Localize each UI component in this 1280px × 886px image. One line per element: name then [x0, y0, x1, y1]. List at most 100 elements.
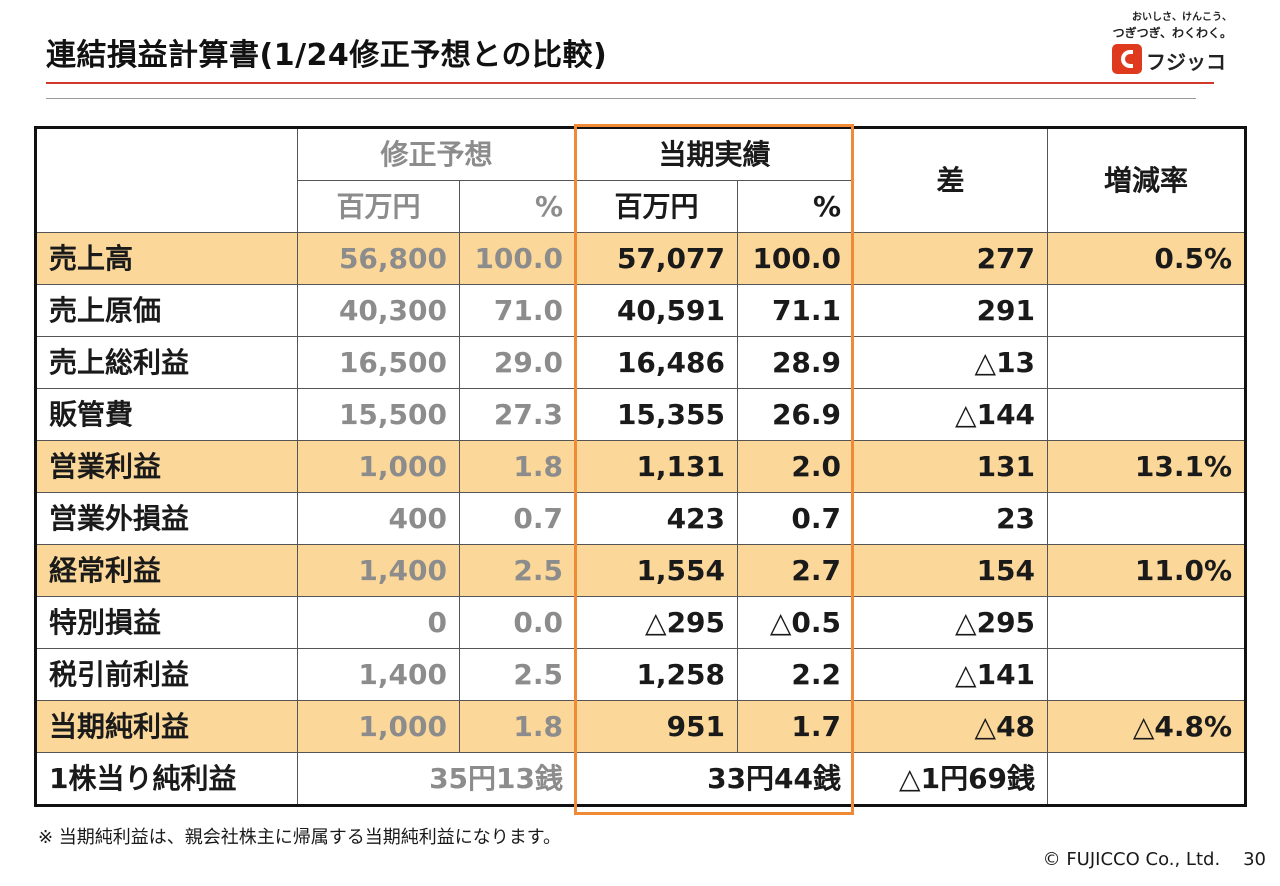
forecast-pct: 2.5 [458, 648, 577, 701]
table-row: 販管費 15,500 27.3 15,355 26.9 △144 [35, 388, 1247, 441]
eps-forecast: 35円13銭 [296, 752, 577, 806]
diff-value: 131 [853, 440, 1049, 493]
header-actual-unit-million: 百万円 [575, 180, 739, 233]
actual-pct: 2.2 [737, 648, 855, 701]
forecast-pct: 2.5 [458, 544, 577, 597]
table-row: 売上総利益 16,500 29.0 16,486 28.9 △13 [35, 336, 1247, 389]
row-label: 売上高 [35, 232, 298, 285]
table-row: 経常利益 1,400 2.5 1,554 2.7 154 11.0% [35, 544, 1247, 597]
actual-pct: 1.7 [737, 700, 855, 753]
forecast-value: 1,000 [297, 440, 460, 493]
actual-value: 1,258 [575, 648, 739, 701]
logo-mark-icon [1112, 44, 1142, 74]
change-rate: △4.8% [1047, 700, 1247, 753]
change-rate: 0.5% [1047, 232, 1247, 285]
actual-pct: 0.7 [737, 492, 855, 545]
forecast-value: 1,000 [297, 700, 460, 753]
header-actual: 当期実績 [575, 127, 855, 181]
actual-value: △295 [575, 596, 739, 649]
change-rate [1047, 648, 1247, 701]
header-actual-unit-pct: % [737, 180, 855, 233]
table-row: 売上高 56,800 100.0 57,077 100.0 277 0.5% [35, 232, 1247, 285]
title-rule [46, 82, 1214, 84]
actual-pct: △0.5 [737, 596, 855, 649]
header-diff: 差 [853, 127, 1049, 233]
table-row-eps: 1株当り純利益 35円13銭 33円44銭 △1円69銭 [35, 752, 1247, 806]
actual-value: 15,355 [575, 388, 739, 441]
eps-rate [1047, 752, 1247, 806]
row-label: 1株当り純利益 [35, 752, 298, 806]
diff-value: 277 [853, 232, 1049, 285]
forecast-value: 15,500 [297, 388, 460, 441]
row-label: 税引前利益 [35, 648, 298, 701]
row-label: 当期純利益 [35, 700, 298, 753]
footer: © FUJICCO Co., Ltd. 30 [1043, 849, 1266, 870]
copyright: © FUJICCO Co., Ltd. [1042, 849, 1221, 870]
eps-actual: 33円44銭 [575, 752, 855, 806]
actual-pct: 28.9 [737, 336, 855, 389]
diff-value: △48 [853, 700, 1049, 753]
eps-diff: △1円69銭 [853, 752, 1049, 806]
actual-value: 16,486 [575, 336, 739, 389]
page-number: 30 [1243, 849, 1266, 870]
forecast-pct: 0.7 [458, 492, 577, 545]
table-row: 営業利益 1,000 1.8 1,131 2.0 131 13.1% [35, 440, 1247, 493]
row-label: 営業利益 [35, 440, 298, 493]
actual-value: 40,591 [575, 284, 739, 337]
income-statement-table: 修正予想 当期実績 差 増減率 百万円 % 百万円 % 売上高 56,800 100… [34, 126, 1248, 807]
row-label: 売上総利益 [35, 336, 298, 389]
actual-pct: 71.1 [737, 284, 855, 337]
row-label: 営業外損益 [35, 492, 298, 545]
row-label: 経常利益 [35, 544, 298, 597]
diff-value: △144 [853, 388, 1049, 441]
header-forecast-unit-million: 百万円 [297, 180, 460, 233]
forecast-value: 56,800 [297, 232, 460, 285]
change-rate [1047, 596, 1247, 649]
forecast-value: 400 [297, 492, 460, 545]
change-rate: 11.0% [1047, 544, 1247, 597]
diff-value: 23 [853, 492, 1049, 545]
forecast-value: 1,400 [297, 544, 460, 597]
diff-value: △141 [853, 648, 1049, 701]
actual-pct: 100.0 [737, 232, 855, 285]
forecast-value: 1,400 [297, 648, 460, 701]
diff-value: △13 [853, 336, 1049, 389]
actual-pct: 2.7 [737, 544, 855, 597]
logo-tagline-1: おいしさ、けんこう、 [1132, 12, 1232, 23]
header-forecast: 修正予想 [296, 127, 577, 181]
change-rate [1047, 336, 1247, 389]
logo-tagline-2: つぎつぎ、わくわく。 [1112, 26, 1232, 40]
forecast-value: 0 [297, 596, 460, 649]
table-row: 特別損益 0 0.0 △295 △0.5 △295 [35, 596, 1247, 649]
forecast-value: 16,500 [297, 336, 460, 389]
forecast-pct: 1.8 [458, 700, 577, 753]
title-subrule [46, 98, 1196, 99]
page-title: 連結損益計算書(1/24修正予想との比較) [46, 38, 608, 73]
forecast-value: 40,300 [297, 284, 460, 337]
actual-value: 1,131 [575, 440, 739, 493]
table-row: 税引前利益 1,400 2.5 1,258 2.2 △141 [35, 648, 1247, 701]
logo-wordmark: フジッコ [1146, 50, 1226, 74]
change-rate [1047, 492, 1247, 545]
actual-value: 57,077 [575, 232, 739, 285]
row-label: 特別損益 [35, 596, 298, 649]
diff-value: 154 [853, 544, 1049, 597]
row-label: 売上原価 [35, 284, 298, 337]
actual-value: 423 [575, 492, 739, 545]
table-row: 売上原価 40,300 71.0 40,591 71.1 291 [35, 284, 1247, 337]
forecast-pct: 27.3 [458, 388, 577, 441]
header-blank [35, 127, 298, 233]
actual-pct: 2.0 [737, 440, 855, 493]
actual-value: 1,554 [575, 544, 739, 597]
diff-value: △295 [853, 596, 1049, 649]
actual-pct: 26.9 [737, 388, 855, 441]
forecast-pct: 29.0 [458, 336, 577, 389]
forecast-pct: 1.8 [458, 440, 577, 493]
header-forecast-unit-pct: % [458, 180, 577, 233]
change-rate: 13.1% [1047, 440, 1247, 493]
table-row: 当期純利益 1,000 1.8 951 1.7 △48 △4.8% [35, 700, 1247, 753]
diff-value: 291 [853, 284, 1049, 337]
forecast-pct: 100.0 [458, 232, 577, 285]
row-label: 販管費 [35, 388, 298, 441]
table-row: 営業外損益 400 0.7 423 0.7 23 [35, 492, 1247, 545]
